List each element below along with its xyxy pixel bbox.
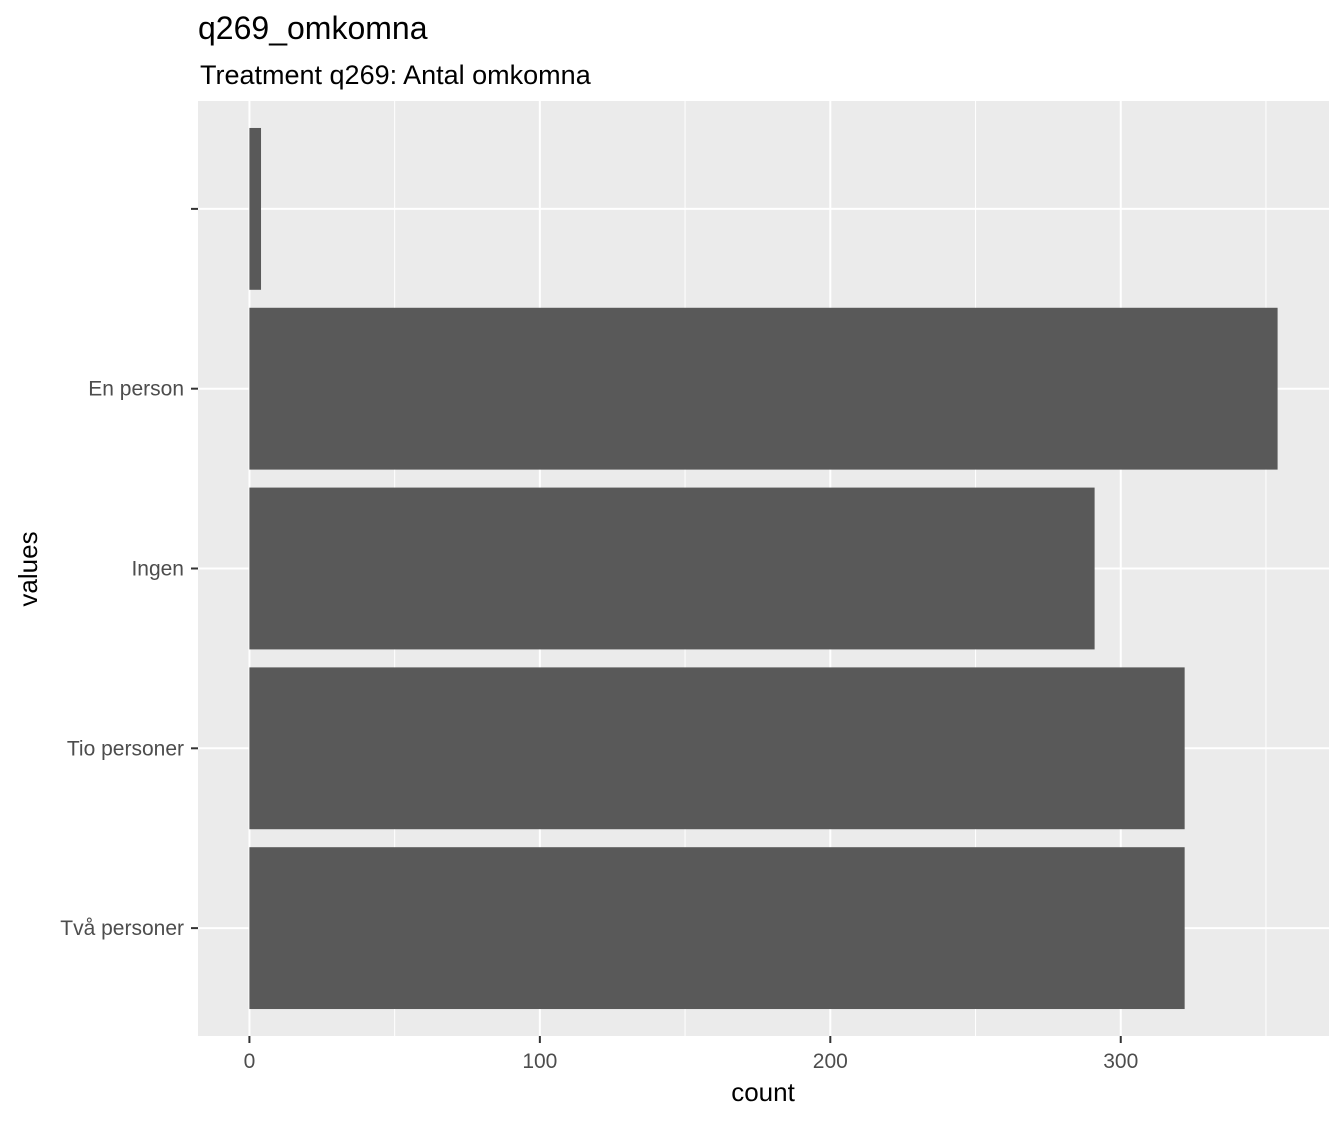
bar bbox=[249, 487, 1095, 650]
bar bbox=[249, 667, 1185, 830]
y-tick-label: Tio personer bbox=[67, 737, 184, 760]
chart-title: q269_omkomna bbox=[198, 10, 428, 46]
chart-subtitle: Treatment q269: Antal omkomna bbox=[200, 60, 591, 90]
y-tick-label: Ingen bbox=[131, 558, 184, 581]
y-axis-title: values bbox=[13, 531, 43, 606]
x-tick-label: 300 bbox=[1103, 1050, 1138, 1073]
bar bbox=[249, 127, 262, 290]
y-tick-label: Två personer bbox=[60, 917, 184, 940]
x-tick-label: 100 bbox=[522, 1050, 557, 1073]
x-tick-label: 200 bbox=[813, 1050, 848, 1073]
bar bbox=[249, 847, 1185, 1010]
x-axis-title: count bbox=[731, 1077, 795, 1107]
bars bbox=[249, 127, 1278, 1010]
bar bbox=[249, 307, 1278, 470]
x-axis: 0 100 200 300 bbox=[244, 1036, 1138, 1073]
y-axis: Två personer Tio personer Ingen En person bbox=[60, 207, 198, 940]
x-tick-label: 0 bbox=[244, 1050, 256, 1073]
y-tick-label: En person bbox=[88, 378, 184, 401]
